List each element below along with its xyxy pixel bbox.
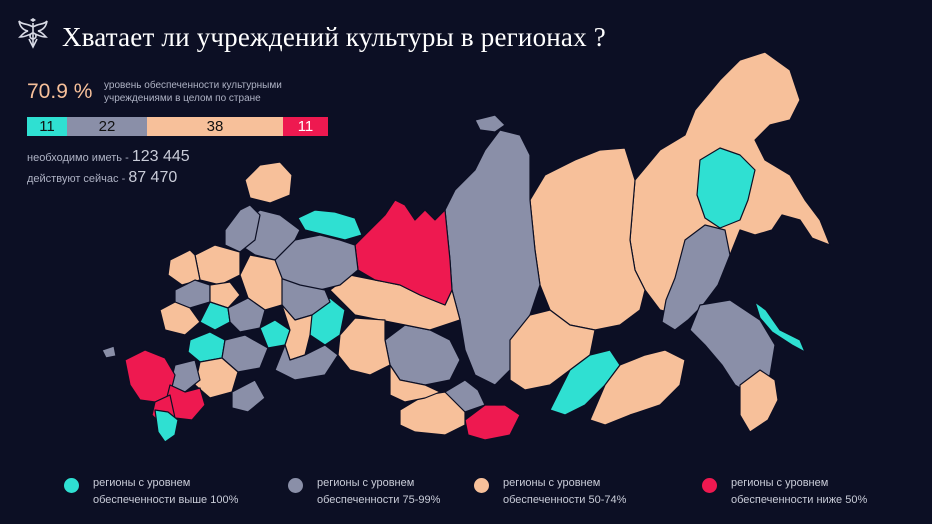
region-sakhalin <box>754 301 806 353</box>
region-crimea <box>154 409 179 443</box>
region-astrakhan <box>231 379 266 413</box>
legend-line1: регионы с уровнем <box>731 477 829 489</box>
legend-line2: обеспеченности 75-99% <box>317 494 441 506</box>
distribution-segment-peach: 38 <box>147 117 283 136</box>
need-label: необходимо иметь - <box>27 152 132 164</box>
region-yaroslavl <box>209 281 241 309</box>
legend-text-high: регионы с уровнем обеспеченности выше 10… <box>93 475 238 509</box>
double-headed-eagle-icon <box>18 18 48 49</box>
have-value: 87 470 <box>128 169 178 186</box>
legend-dot-teal <box>64 478 79 493</box>
region-omsk <box>337 317 391 376</box>
coverage-value: 70.9 % <box>27 80 93 103</box>
legend-dot-peach <box>474 478 489 493</box>
region-orenburg <box>274 344 339 381</box>
distribution-segment-gray: 22 <box>67 117 147 136</box>
region-kirov <box>239 254 283 311</box>
region-khabarovsk <box>661 224 731 331</box>
legend-dot-gray <box>288 478 303 493</box>
page-title: Хватает ли учреждений культуры в региона… <box>62 22 606 52</box>
region-nenets <box>297 209 363 241</box>
legend-item-high: регионы с уровнем обеспеченности выше 10… <box>64 475 238 509</box>
region-smolensk <box>159 301 201 336</box>
legend-dot-red <box>702 478 717 493</box>
need-value: 123 445 <box>131 148 190 165</box>
legend-line2: обеспеченности выше 100% <box>93 494 239 506</box>
region-yamal <box>354 199 453 306</box>
region-moscow <box>199 301 231 331</box>
legend-text-low: регионы с уровнем обеспеченности ниже 50… <box>731 475 867 509</box>
region-voronezh <box>187 331 226 363</box>
legend-item-low: регионы с уровнем обеспеченности ниже 50… <box>702 475 867 509</box>
legend-line2: обеспеченности 50-74% <box>503 494 627 506</box>
legend-item-75-99: регионы с уровнем обеспеченности 75-99% <box>288 475 440 509</box>
legend-text-75-99: регионы с уровнем обеспеченности 75-99% <box>317 475 440 509</box>
distribution-bar: 11 22 38 11 <box>27 117 328 136</box>
region-primorye <box>739 369 779 433</box>
region-taymyr-islands <box>474 114 506 133</box>
region-leningrad <box>167 249 201 286</box>
distribution-segment-teal: 11 <box>27 117 67 136</box>
have-label: действуют сейчас - <box>27 173 129 185</box>
coverage-description: уровень обеспеченности культурными учреж… <box>104 80 282 104</box>
region-kaliningrad <box>101 345 117 359</box>
region-tyva <box>464 404 521 441</box>
region-buryatia <box>549 349 621 416</box>
region-krasnoyarsk <box>444 129 541 386</box>
legend-item-50-74: регионы с уровнем обеспеченности 50-74% <box>474 475 626 509</box>
region-murmansk <box>244 161 293 204</box>
legend-line1: регионы с уровнем <box>317 477 415 489</box>
region-novosibirsk <box>389 364 441 403</box>
region-karelia <box>224 204 261 253</box>
region-zabaikalsky <box>589 349 686 426</box>
legend-line1: регионы с уровнем <box>503 477 601 489</box>
have-stat: действуют сейчас - 87 470 <box>27 169 177 187</box>
region-khakassia <box>444 379 486 413</box>
legend-line1: регионы с уровнем <box>93 477 191 489</box>
region-yakutia <box>529 147 646 331</box>
region-magadan <box>696 147 756 229</box>
need-stat: необходимо иметь - 123 445 <box>27 148 190 166</box>
legend-line2: обеспеченности ниже 50% <box>731 494 868 506</box>
legend-text-50-74: регионы с уровнем обеспеченности 50-74% <box>503 475 626 509</box>
distribution-segment-red: 11 <box>283 117 328 136</box>
russia-regions-map <box>101 51 831 443</box>
region-vologda <box>194 244 241 286</box>
